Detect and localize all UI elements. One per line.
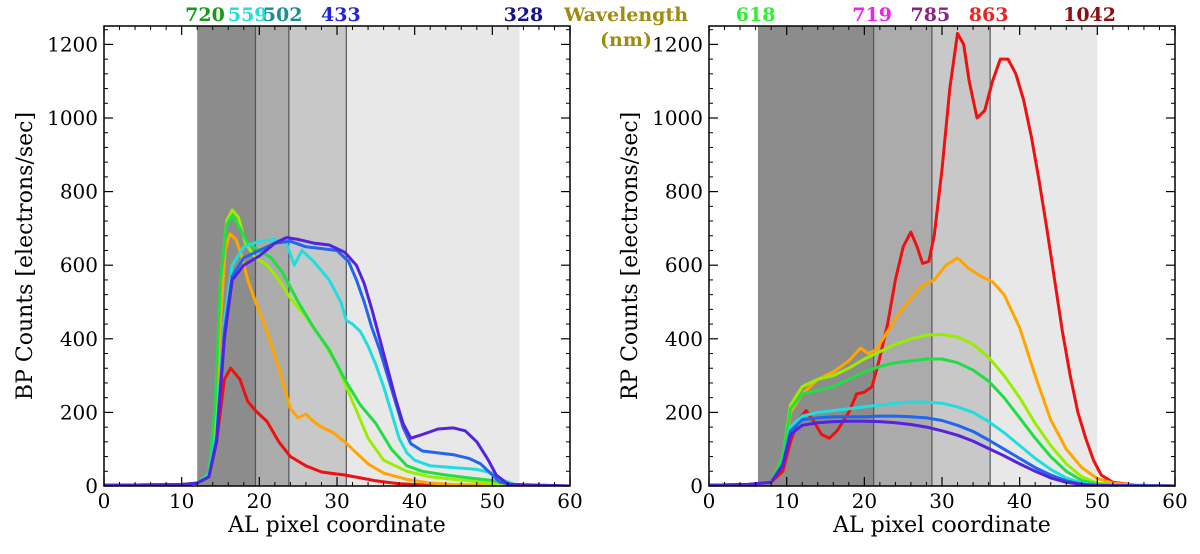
bp-y-tick-label: 600	[60, 253, 98, 277]
bp-x-tick-label: 10	[169, 489, 194, 513]
rp-band-1	[873, 26, 932, 486]
bp-x-tick-label: 30	[324, 489, 349, 513]
rp-series-line-2	[709, 332, 1175, 486]
rp-wavelength-label: 719	[852, 4, 892, 26]
bp-y-tick-label: 0	[85, 474, 98, 498]
bp-y-tick-label: 400	[60, 327, 98, 351]
bp-series-line-6	[104, 236, 570, 486]
bp-wavelength-label: 502	[263, 4, 303, 26]
bp-y-tick-label: 800	[60, 180, 98, 204]
bp-x-tick-label: 40	[402, 489, 427, 513]
bp-wavelength-label: 433	[321, 4, 361, 26]
bp-series-line-4	[104, 237, 570, 486]
rp-y-tick-label: 1000	[652, 106, 703, 130]
rp-wavelength-label: 618	[736, 4, 776, 26]
rp-series-line-1	[709, 256, 1175, 486]
bp-wavelength-label: 328	[504, 4, 544, 26]
bp-wavelength-label: 559	[228, 4, 268, 26]
rp-x-tick-label: 60	[1162, 489, 1187, 513]
rp-y-tick-label: 200	[665, 400, 703, 424]
rp-plot-area	[709, 26, 1175, 486]
rp-wavelength-label: 785	[911, 4, 951, 26]
bp-series-line-3	[104, 214, 570, 486]
rp-x-tick-label: 50	[1085, 489, 1110, 513]
rp-band-3	[990, 26, 1098, 486]
bp-x-tick-label: 0	[98, 489, 111, 513]
rp-y-tick-label: 400	[665, 327, 703, 351]
bp-x-tick-label: 60	[557, 489, 582, 513]
bp-y-axis-title: BP Counts [electrons/sec]	[13, 112, 38, 400]
rp-series-line-3	[709, 357, 1175, 486]
bp-band-3	[346, 26, 520, 486]
bp-x-tick-label: 20	[247, 489, 272, 513]
rp-x-axis-title: AL pixel coordinate	[832, 513, 1051, 538]
rp-x-tick-label: 0	[703, 489, 716, 513]
rp-y-axis-title: RP Counts [electrons/sec]	[618, 112, 643, 401]
rp-series-line-0	[709, 31, 1175, 486]
rp-y-tick-label: 800	[665, 180, 703, 204]
rp-series-line-4	[709, 400, 1175, 486]
rp-wavelength-label: 1042	[1063, 4, 1116, 26]
rp-x-tick-label: 20	[852, 489, 877, 513]
rp-x-tick-label: 30	[929, 489, 954, 513]
rp-y-tick-label: 0	[690, 474, 703, 498]
rp-y-tick-label: 600	[665, 253, 703, 277]
bp-plot-area	[104, 26, 570, 486]
bp-wavelength-label: 720	[185, 4, 225, 26]
rp-series-line-6	[709, 419, 1175, 486]
bp-x-tick-label: 50	[480, 489, 505, 513]
bp-y-tick-label: 1000	[47, 106, 98, 130]
rp-y-tick-label: 1200	[652, 32, 703, 56]
bp-x-axis-title: AL pixel coordinate	[227, 513, 446, 538]
wavelength-title-line2: (nm)	[600, 29, 652, 51]
bp-y-tick-label: 200	[60, 400, 98, 424]
bp-y-tick-label: 1200	[47, 32, 98, 56]
rp-wavelength-label: 863	[969, 4, 1009, 26]
rp-x-tick-label: 40	[1007, 489, 1032, 513]
rp-x-tick-label: 10	[774, 489, 799, 513]
rp-series-line-5	[709, 414, 1175, 486]
wavelength-title-line1: Wavelength	[563, 4, 688, 26]
